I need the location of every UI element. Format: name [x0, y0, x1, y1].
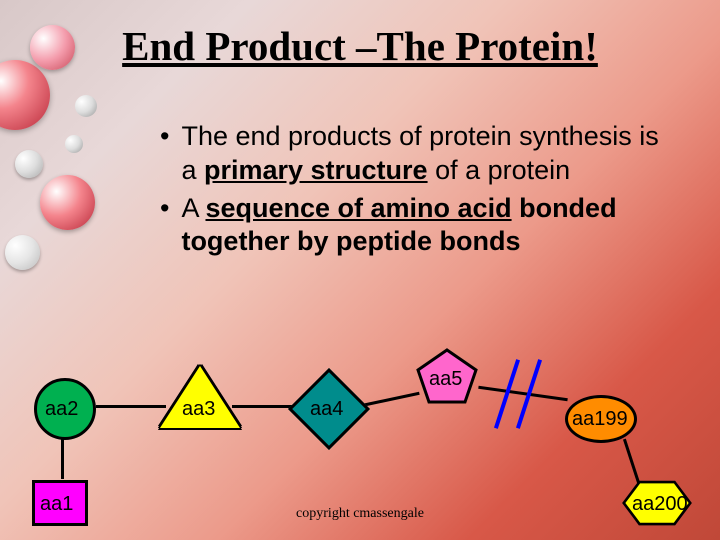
label-aa2: aa2 — [45, 398, 78, 421]
connector — [360, 392, 419, 407]
label-aa3: aa3 — [182, 398, 215, 421]
copyright-text: copyright cmassengale — [0, 506, 720, 522]
label-aa199: aa199 — [572, 408, 628, 431]
label-aa5: aa5 — [429, 368, 462, 391]
connector — [623, 439, 640, 484]
label-aa4: aa4 — [310, 398, 343, 421]
connector — [61, 439, 64, 479]
connector — [96, 405, 166, 408]
connector — [478, 386, 568, 401]
amino-acid-diagram: aa1 aa2 aa3 aa4 aa5 aa199 aa200 — [0, 0, 720, 540]
